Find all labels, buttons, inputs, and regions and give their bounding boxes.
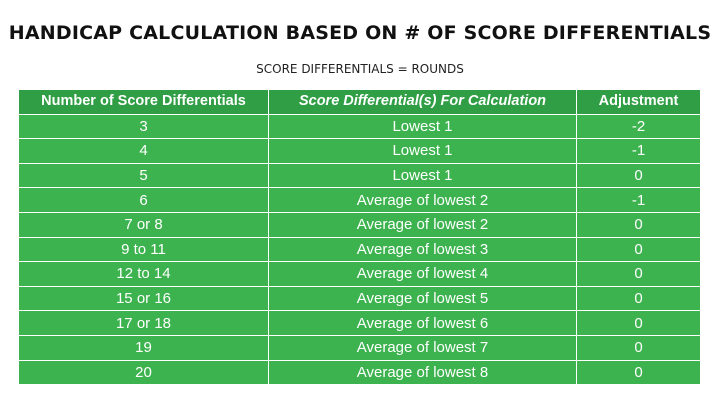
- cell-calculation: Lowest 1: [268, 113, 577, 140]
- table-row: 7 or 8 Average of lowest 2 0: [18, 211, 701, 238]
- cell-count: 15 or 16: [18, 285, 269, 312]
- cell-count: 7 or 8: [18, 211, 269, 238]
- cell-count: 17 or 18: [18, 310, 269, 336]
- cell-adjustment: 0: [576, 261, 701, 287]
- cell-adjustment: 0: [576, 162, 701, 189]
- table-row: 6 Average of lowest 2 -1: [18, 187, 701, 213]
- handicap-table: Number of Score Differentials Score Diff…: [18, 89, 701, 386]
- cell-count: 3: [18, 113, 269, 140]
- cell-count: 20: [18, 359, 269, 386]
- cell-count: 12 to 14: [18, 261, 269, 287]
- cell-adjustment: -1: [576, 187, 701, 213]
- table-row: 17 or 18 Average of lowest 6 0: [18, 310, 701, 336]
- cell-count: 9 to 11: [18, 236, 269, 263]
- cell-adjustment: 0: [576, 334, 701, 361]
- cell-adjustment: -1: [576, 138, 701, 164]
- cell-calculation: Average of lowest 4: [268, 261, 577, 287]
- cell-count: 4: [18, 138, 269, 164]
- header-number-of-differentials: Number of Score Differentials: [18, 89, 269, 115]
- table-row: 5 Lowest 1 0: [18, 162, 701, 189]
- table-row: 9 to 11 Average of lowest 3 0: [18, 236, 701, 263]
- table-row: 12 to 14 Average of lowest 4 0: [18, 261, 701, 287]
- cell-calculation: Average of lowest 3: [268, 236, 577, 263]
- cell-calculation: Average of lowest 6: [268, 310, 577, 336]
- table-body: 3 Lowest 1 -2 4 Lowest 1 -1 5 Lowest 1 0…: [18, 113, 701, 386]
- cell-calculation: Average of lowest 2: [268, 187, 577, 213]
- page-subtitle: SCORE DIFFERENTIALS = ROUNDS: [256, 62, 464, 76]
- cell-adjustment: 0: [576, 359, 701, 386]
- cell-calculation: Average of lowest 8: [268, 359, 577, 386]
- cell-count: 5: [18, 162, 269, 189]
- cell-calculation: Lowest 1: [268, 162, 577, 189]
- header-row: Number of Score Differentials Score Diff…: [18, 89, 701, 115]
- page-title: HANDICAP CALCULATION BASED ON # OF SCORE…: [8, 22, 712, 44]
- table-row: 4 Lowest 1 -1: [18, 138, 701, 164]
- cell-calculation: Lowest 1: [268, 138, 577, 164]
- cell-adjustment: 0: [576, 211, 701, 238]
- table-header: Number of Score Differentials Score Diff…: [18, 89, 701, 115]
- cell-calculation: Average of lowest 5: [268, 285, 577, 312]
- cell-count: 6: [18, 187, 269, 213]
- table-row: 19 Average of lowest 7 0: [18, 334, 701, 361]
- cell-adjustment: 0: [576, 236, 701, 263]
- cell-adjustment: 0: [576, 285, 701, 312]
- header-differentials-for-calculation: Score Differential(s) For Calculation: [268, 89, 577, 115]
- cell-adjustment: -2: [576, 113, 701, 140]
- cell-count: 19: [18, 334, 269, 361]
- table-row: 15 or 16 Average of lowest 5 0: [18, 285, 701, 312]
- cell-adjustment: 0: [576, 310, 701, 336]
- table-row: 20 Average of lowest 8 0: [18, 359, 701, 386]
- table-row: 3 Lowest 1 -2: [18, 113, 701, 140]
- header-adjustment: Adjustment: [576, 89, 701, 115]
- cell-calculation: Average of lowest 7: [268, 334, 577, 361]
- cell-calculation: Average of lowest 2: [268, 211, 577, 238]
